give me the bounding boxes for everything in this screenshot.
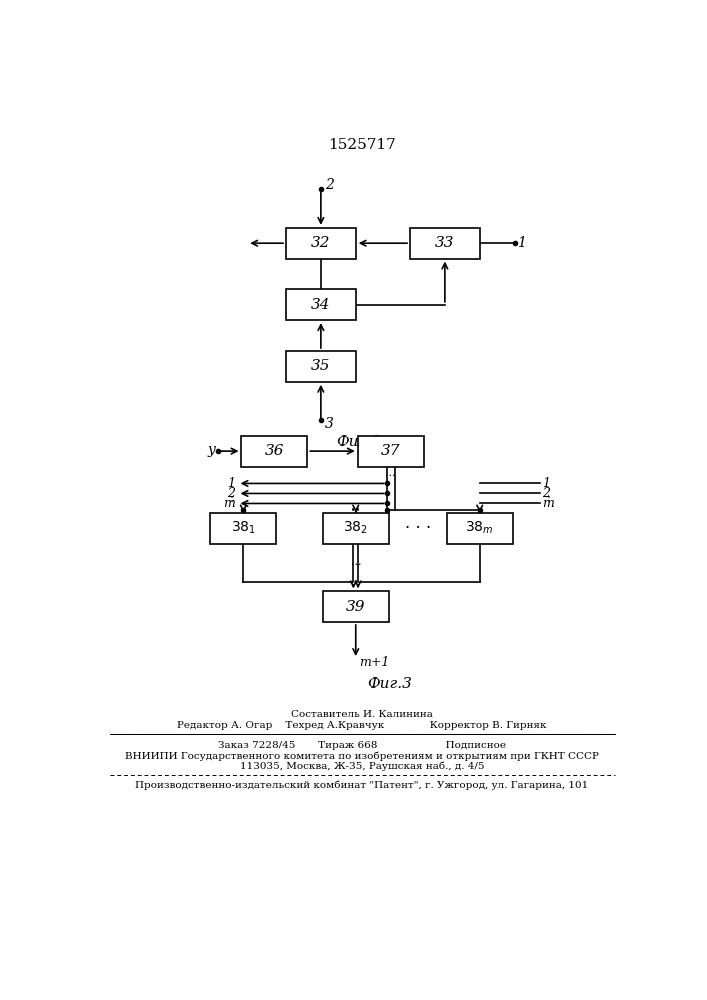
Text: 37: 37: [381, 444, 400, 458]
Bar: [286, 228, 356, 259]
Text: ...: ...: [351, 557, 361, 567]
Text: m+1: m+1: [359, 656, 390, 669]
Text: 3: 3: [325, 417, 334, 431]
Text: 33: 33: [435, 236, 455, 250]
Bar: [447, 513, 513, 544]
Text: Заказ 7228/45       Тираж 668                     Подписное: Заказ 7228/45 Тираж 668 Подписное: [218, 741, 506, 750]
Text: m: m: [223, 497, 235, 510]
Text: ВНИИПИ Государственного комитета по изобретениям и открытиям при ГКНТ СССР: ВНИИПИ Государственного комитета по изоб…: [125, 751, 599, 761]
Text: 36: 36: [264, 444, 284, 458]
Text: $38_2$: $38_2$: [343, 520, 368, 536]
Text: $38_1$: $38_1$: [231, 520, 256, 536]
Text: у: у: [207, 443, 215, 457]
Bar: [211, 513, 276, 544]
Text: 39: 39: [346, 600, 366, 614]
Text: · · ·: · · ·: [404, 520, 431, 537]
Text: Производственно-издательский комбинат "Патент", г. Ужгород, ул. Гагарина, 101: Производственно-издательский комбинат "П…: [135, 781, 588, 790]
Text: 34: 34: [311, 298, 331, 312]
Bar: [241, 436, 308, 466]
Text: $38_m$: $38_m$: [465, 520, 494, 536]
Text: 113035, Москва, Ж-35, Раушская наб., д. 4/5: 113035, Москва, Ж-35, Раушская наб., д. …: [240, 761, 484, 771]
Text: m: m: [542, 497, 554, 510]
Text: 1: 1: [227, 477, 235, 490]
Text: Фиг.2: Фиг.2: [337, 435, 381, 449]
Text: 1: 1: [517, 236, 526, 250]
Text: Фиг.3: Фиг.3: [368, 677, 412, 691]
Text: 1525717: 1525717: [328, 138, 396, 152]
Text: Редактор А. Огар    Техред А.Кравчук              Корректор В. Гирняк: Редактор А. Огар Техред А.Кравчук Коррек…: [177, 721, 547, 730]
Text: 2: 2: [325, 178, 334, 192]
Text: 2: 2: [542, 487, 550, 500]
Bar: [323, 591, 389, 622]
Text: :: :: [547, 492, 551, 505]
Text: 1: 1: [542, 477, 550, 490]
Text: ...: ...: [385, 468, 396, 478]
Text: 32: 32: [311, 236, 331, 250]
Text: 2: 2: [227, 487, 235, 500]
Text: :: :: [229, 492, 233, 505]
Text: 35: 35: [311, 359, 331, 373]
Bar: [358, 436, 423, 466]
Bar: [323, 513, 389, 544]
Bar: [286, 289, 356, 320]
Bar: [410, 228, 480, 259]
Text: Составитель И. Калинина: Составитель И. Калинина: [291, 710, 433, 719]
Bar: [286, 351, 356, 382]
